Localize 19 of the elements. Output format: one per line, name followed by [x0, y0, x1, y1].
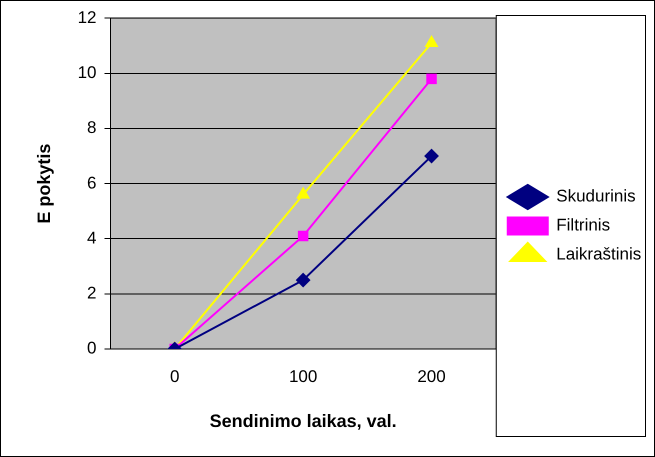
- y-tick-label: 12: [78, 8, 97, 27]
- y-tick-label: 10: [78, 63, 97, 82]
- y-tick-label: 0: [87, 338, 97, 358]
- point: [298, 230, 308, 242]
- point: [296, 273, 310, 288]
- x-tick-label: 100: [288, 366, 318, 386]
- x-axis-title: Sendinimo laikas, val.: [210, 411, 397, 432]
- x-tick-label: 0: [170, 366, 180, 386]
- legend-label: Skudurinis: [556, 186, 636, 206]
- y-tick-label: 6: [87, 173, 97, 192]
- y-axis-title: E pokytis: [34, 144, 54, 224]
- legend-label: Laikraštinis: [556, 244, 642, 264]
- point: [424, 149, 439, 164]
- y-tick-label: 4: [87, 228, 97, 248]
- y-tick-label: 2: [87, 284, 97, 303]
- y-tick-label: 8: [87, 118, 97, 138]
- x-tick-label: 200: [417, 366, 446, 386]
- point: [426, 74, 437, 84]
- legend-label: Filtrinis: [556, 216, 610, 235]
